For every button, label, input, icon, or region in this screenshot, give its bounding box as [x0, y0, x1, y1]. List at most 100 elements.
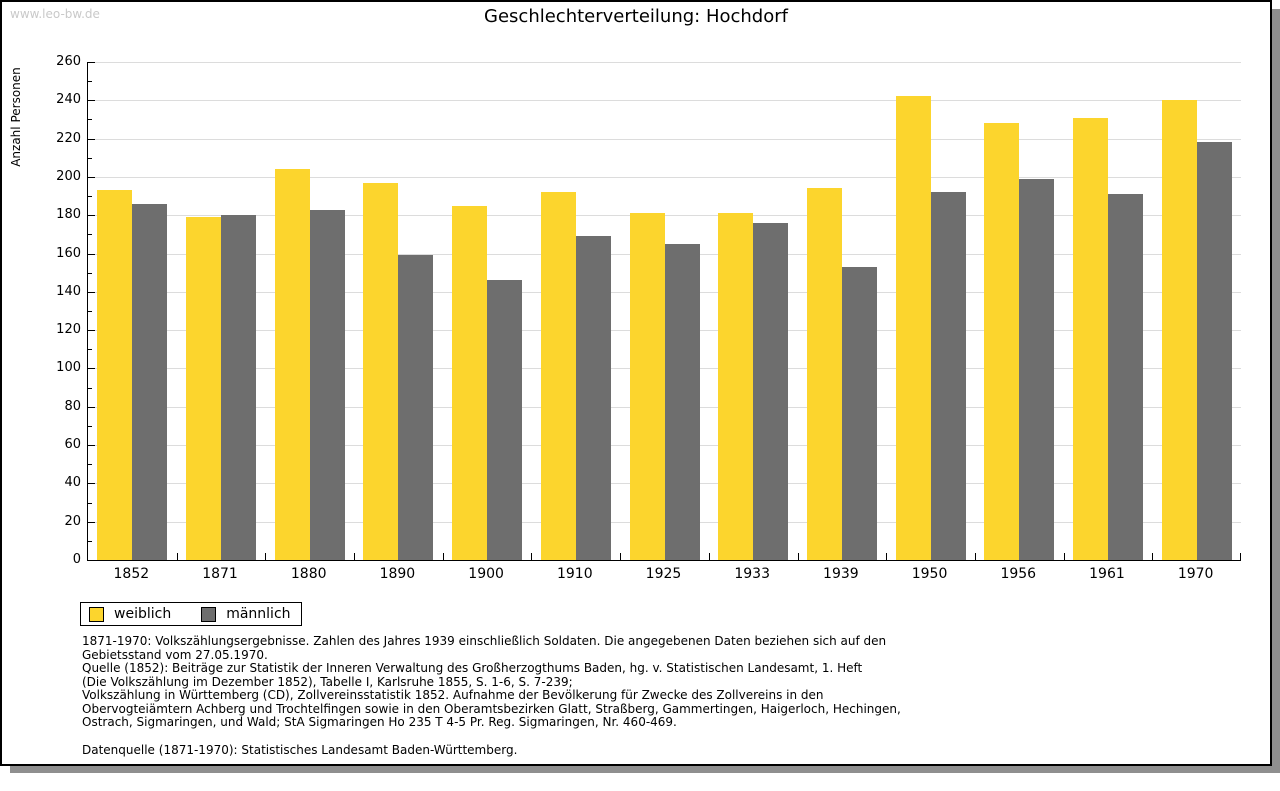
- y-tick-major: [88, 330, 95, 332]
- x-tick-label: 1910: [556, 566, 593, 582]
- footnote-line: Volkszählung in Württemberg (CD), Zollve…: [82, 688, 824, 702]
- bar-männlich-1925: [664, 243, 700, 560]
- y-tick-major: [88, 483, 95, 485]
- y-gridline: [88, 176, 1241, 178]
- footnote-line: (Die Volkszählung im Dezember 1852), Tab…: [82, 674, 573, 689]
- y-tick-major: [88, 368, 95, 370]
- bar-weiblich-1890: [363, 182, 399, 560]
- x-tick-label: 1890: [379, 566, 416, 582]
- bar-weiblich-1871: [186, 217, 222, 560]
- bar-weiblich-1852: [97, 190, 133, 560]
- bar-männlich-1890: [398, 255, 434, 560]
- datasource-line: Datenquelle (1871-1970): Statistisches L…: [82, 743, 518, 757]
- footnote-line: Quelle (1852): Beiträge zur Statistik de…: [82, 661, 863, 675]
- x-tick-boundary: [797, 553, 799, 560]
- x-tick-boundary: [1063, 553, 1065, 560]
- chart-title: Geschlechterverteilung: Hochdorf: [484, 6, 788, 27]
- y-tick-minor: [88, 387, 92, 389]
- y-tick-label: 120: [56, 322, 81, 338]
- footnotes-block: 1871-1970: Volkszählungsergebnisse. Zahl…: [82, 634, 901, 730]
- bar-weiblich-1956: [984, 123, 1020, 560]
- x-tick-label: 1939: [823, 566, 859, 582]
- y-tick-major: [88, 406, 95, 408]
- bar-weiblich-1970: [1161, 100, 1197, 560]
- y-tick-major: [88, 253, 95, 255]
- y-tick-label: 140: [56, 283, 81, 299]
- bar-weiblich-1880: [274, 169, 310, 560]
- y-tick-label: 160: [56, 245, 81, 261]
- y-tick-label: 260: [56, 54, 81, 69]
- legend-label-weiblich: weiblich: [114, 606, 172, 622]
- legend-box: weiblich männlich: [80, 602, 302, 626]
- footnote-line: 1871-1970: Volkszählungsergebnisse. Zahl…: [82, 634, 887, 648]
- y-tick-major: [88, 100, 95, 102]
- y-tick-minor: [88, 234, 92, 236]
- x-tick-boundary: [974, 553, 976, 560]
- y-gridline: [88, 62, 1241, 63]
- y-tick-major: [88, 215, 95, 217]
- y-tick-label: 220: [56, 130, 81, 146]
- x-tick-boundary: [1240, 553, 1241, 560]
- x-tick-label: 1970: [1177, 566, 1214, 582]
- y-tick-minor: [88, 425, 92, 427]
- y-tick-major: [88, 138, 95, 140]
- chart-frame: www.leo-bw.de Geschlechterverteilung: Ho…: [0, 0, 1272, 766]
- y-tick-label: 180: [56, 207, 81, 223]
- footnote-line: Gebietsstand vom 27.05.1970.: [82, 647, 268, 662]
- bar-weiblich-1961: [1072, 117, 1108, 560]
- x-tick-boundary: [620, 553, 622, 560]
- y-tick-label: 240: [56, 92, 81, 108]
- bar-männlich-1910: [575, 236, 611, 560]
- x-tick-boundary: [708, 553, 710, 560]
- x-tick-boundary: [442, 553, 444, 560]
- x-tick-label: 1880: [290, 566, 327, 582]
- x-tick-boundary: [354, 553, 356, 560]
- bar-weiblich-1939: [806, 188, 842, 560]
- plot-area: [87, 62, 1241, 561]
- bar-männlich-1956: [1019, 178, 1055, 560]
- y-gridline: [88, 138, 1241, 140]
- bar-männlich-1871: [221, 215, 257, 560]
- y-gridline: [88, 215, 1241, 217]
- bar-weiblich-1900: [452, 205, 488, 560]
- legend-item-weiblich: weiblich: [89, 606, 171, 622]
- x-tick-label: 1852: [113, 566, 150, 582]
- y-tick-minor: [88, 196, 92, 198]
- x-tick-label: 1956: [1000, 566, 1037, 582]
- x-tick-label: 1900: [468, 566, 504, 582]
- x-tick-label: 1925: [645, 566, 682, 582]
- weiblich-swatch-icon: [89, 606, 104, 622]
- bar-männlich-1939: [841, 266, 877, 560]
- y-tick-major: [88, 62, 95, 63]
- x-tick-boundary: [531, 553, 533, 560]
- bar-männlich-1970: [1196, 142, 1232, 560]
- bar-männlich-1933: [753, 222, 789, 560]
- x-tick-label: 1933: [734, 566, 770, 582]
- bar-männlich-1950: [930, 192, 966, 560]
- y-tick-label: 20: [64, 513, 81, 529]
- x-tick-label: 1871: [202, 566, 238, 582]
- maennlich-swatch-icon: [201, 606, 217, 622]
- y-tick-label: 100: [56, 360, 81, 376]
- y-tick-minor: [88, 349, 92, 351]
- legend-item-maennlich: männlich: [201, 606, 291, 622]
- y-tick-label: 80: [64, 398, 81, 414]
- x-tick-label: 1950: [911, 566, 948, 582]
- y-tick-minor: [88, 502, 92, 504]
- x-tick-label: 1961: [1089, 566, 1125, 582]
- x-tick-boundary: [176, 553, 178, 560]
- y-axis-label: Anzahl Personen: [9, 67, 23, 167]
- y-tick-minor: [88, 540, 92, 542]
- watermark-url: www.leo-bw.de: [10, 7, 100, 21]
- bar-männlich-1880: [309, 209, 345, 560]
- y-tick-minor: [88, 81, 92, 83]
- y-tick-major: [88, 521, 95, 523]
- bar-weiblich-1910: [540, 192, 576, 560]
- x-tick-boundary: [886, 553, 888, 560]
- y-tick-minor: [88, 464, 92, 466]
- y-tick-minor: [88, 119, 92, 121]
- bar-männlich-1961: [1107, 194, 1143, 560]
- bar-männlich-1852: [132, 203, 168, 560]
- bar-weiblich-1925: [629, 213, 665, 560]
- y-tick-label: 200: [56, 168, 81, 184]
